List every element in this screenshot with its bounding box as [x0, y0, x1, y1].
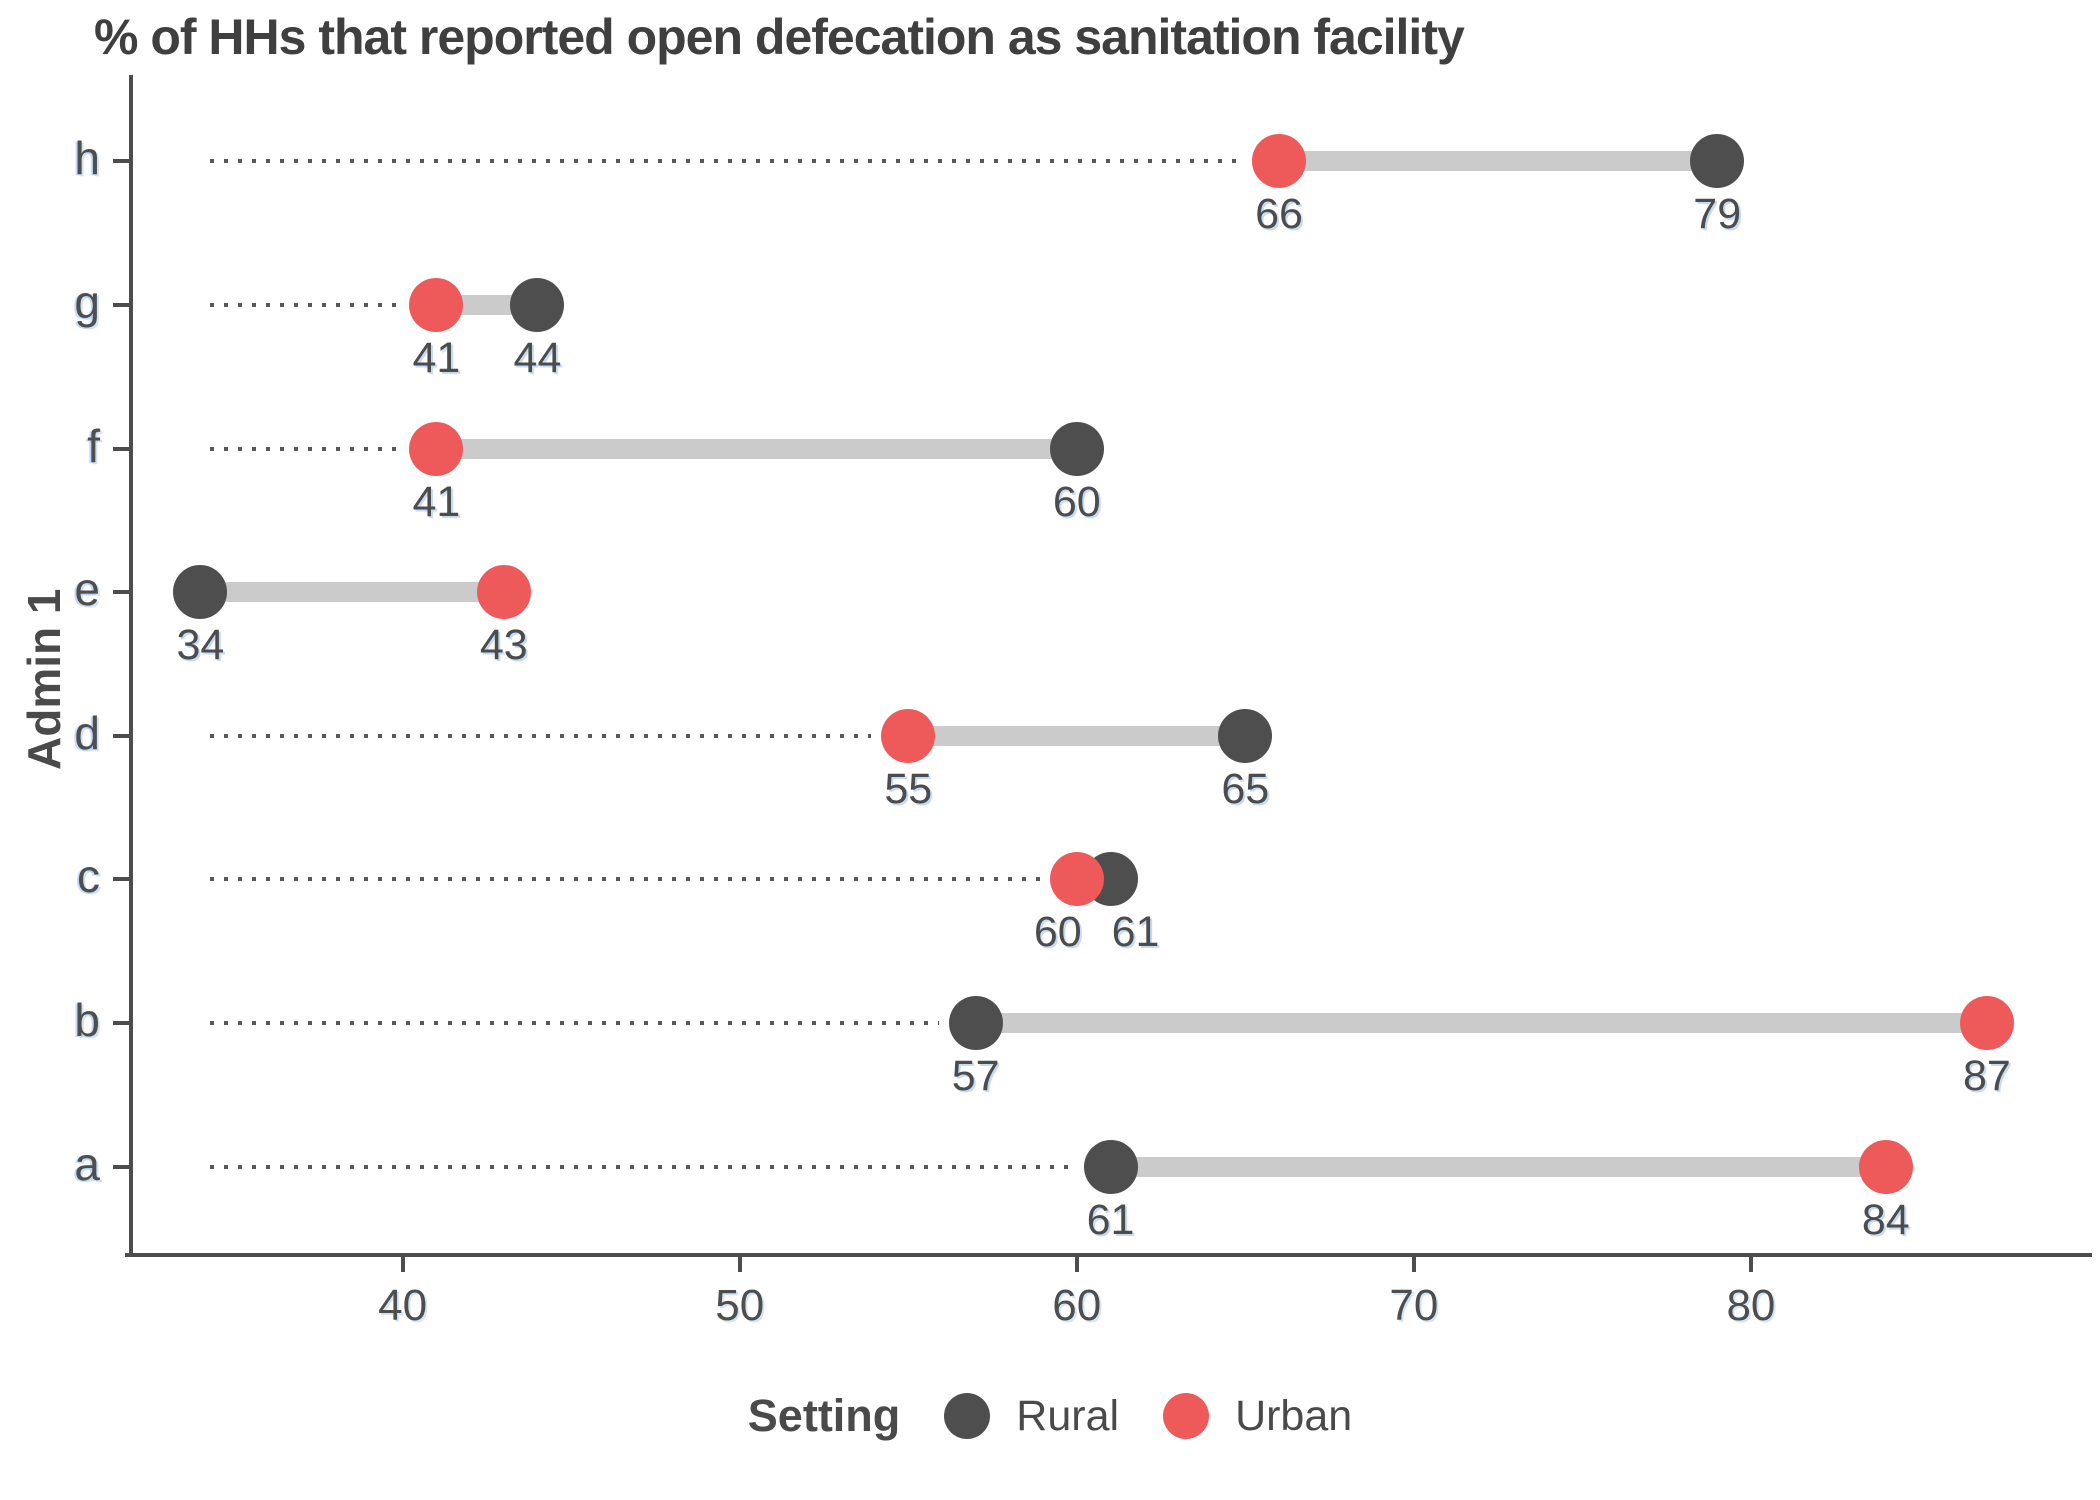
x-axis-line: [125, 1253, 2092, 1257]
connector-bar: [436, 438, 1077, 459]
chart-title: % of HHs that reported open defecation a…: [94, 9, 1465, 65]
x-tick-label: 60: [1052, 1281, 1102, 1330]
y-category-label: g: [74, 275, 100, 328]
leader-line: [210, 1164, 1074, 1169]
x-tick-label: 70: [1389, 1281, 1439, 1330]
rural-dot: [1049, 421, 1104, 476]
x-tick-mark: [1411, 1257, 1416, 1272]
y-tick-mark: [113, 733, 129, 738]
legend-title: Setting: [747, 1390, 901, 1441]
y-category-label: d: [74, 706, 100, 759]
y-tick-mark: [113, 1021, 129, 1026]
connector-bar: [1110, 1156, 1886, 1177]
legend-label-urban: Urban: [1235, 1391, 1353, 1440]
urban-dot: [1252, 134, 1307, 189]
value-label: 41: [412, 333, 461, 382]
x-tick-mark: [1074, 1257, 1079, 1272]
y-category-label: a: [74, 1137, 100, 1190]
y-axis-line: [129, 75, 133, 1257]
x-tick-label: 80: [1726, 1281, 1776, 1330]
value-label: 61: [1086, 1195, 1135, 1244]
value-label: 84: [1861, 1195, 1910, 1244]
urban-dot: [881, 708, 936, 763]
y-tick-mark: [113, 159, 129, 164]
rural-dot: [1083, 1139, 1138, 1194]
urban-dot: [1049, 852, 1104, 907]
urban-swatch-icon: [1163, 1393, 1210, 1439]
value-label: 61: [1111, 908, 1160, 957]
rural-dot: [948, 996, 1003, 1051]
y-category-label: f: [87, 419, 100, 472]
value-label: 60: [1033, 908, 1082, 957]
connector-bar: [975, 1013, 1987, 1034]
leader-line: [210, 159, 1243, 164]
connector-bar: [908, 725, 1246, 746]
legend-label-rural: Rural: [1016, 1391, 1120, 1440]
value-label: 79: [1693, 190, 1742, 239]
rural-dot: [173, 565, 228, 620]
leader-line: [210, 446, 400, 451]
legend: Setting Rural Urban: [0, 1390, 2100, 1442]
y-tick-mark: [113, 877, 129, 882]
leader-line: [210, 733, 872, 738]
rural-swatch-icon: [944, 1393, 991, 1439]
rural-dot: [510, 277, 565, 332]
urban-dot: [409, 277, 464, 332]
leader-line: [210, 302, 400, 307]
value-label: 57: [951, 1052, 1000, 1101]
connector-bar: [1279, 151, 1718, 172]
leader-line: [210, 877, 1040, 882]
connector-bar: [200, 582, 504, 603]
urban-dot: [1959, 996, 2014, 1051]
leader-line: [210, 1021, 939, 1026]
value-label: 43: [479, 621, 528, 670]
value-label: 34: [176, 621, 225, 670]
rural-dot: [1690, 134, 1745, 189]
urban-dot: [1858, 1139, 1913, 1194]
legend-item-rural: Rural: [944, 1392, 1119, 1441]
y-category-label: b: [74, 994, 100, 1047]
y-category-label: h: [74, 132, 100, 185]
y-tick-mark: [113, 302, 129, 307]
value-label: 65: [1221, 764, 1270, 813]
x-tick-mark: [1748, 1257, 1753, 1272]
value-label: 41: [412, 477, 461, 526]
value-label: 66: [1255, 190, 1303, 239]
value-label: 44: [513, 333, 562, 382]
urban-dot: [476, 565, 531, 620]
y-category-label: e: [74, 563, 100, 616]
value-label: 87: [1962, 1052, 2011, 1101]
y-category-label: c: [77, 850, 100, 903]
x-tick-label: 50: [715, 1281, 765, 1330]
x-tick-mark: [737, 1257, 742, 1272]
legend-item-urban: Urban: [1163, 1392, 1352, 1441]
y-tick-mark: [113, 446, 129, 451]
y-tick-mark: [113, 1164, 129, 1169]
urban-dot: [409, 421, 464, 476]
value-label: 55: [884, 764, 933, 813]
value-label: 60: [1052, 477, 1101, 526]
x-tick-label: 40: [378, 1281, 428, 1330]
x-tick-mark: [400, 1257, 405, 1272]
rural-dot: [1218, 708, 1273, 763]
y-tick-mark: [113, 590, 129, 595]
